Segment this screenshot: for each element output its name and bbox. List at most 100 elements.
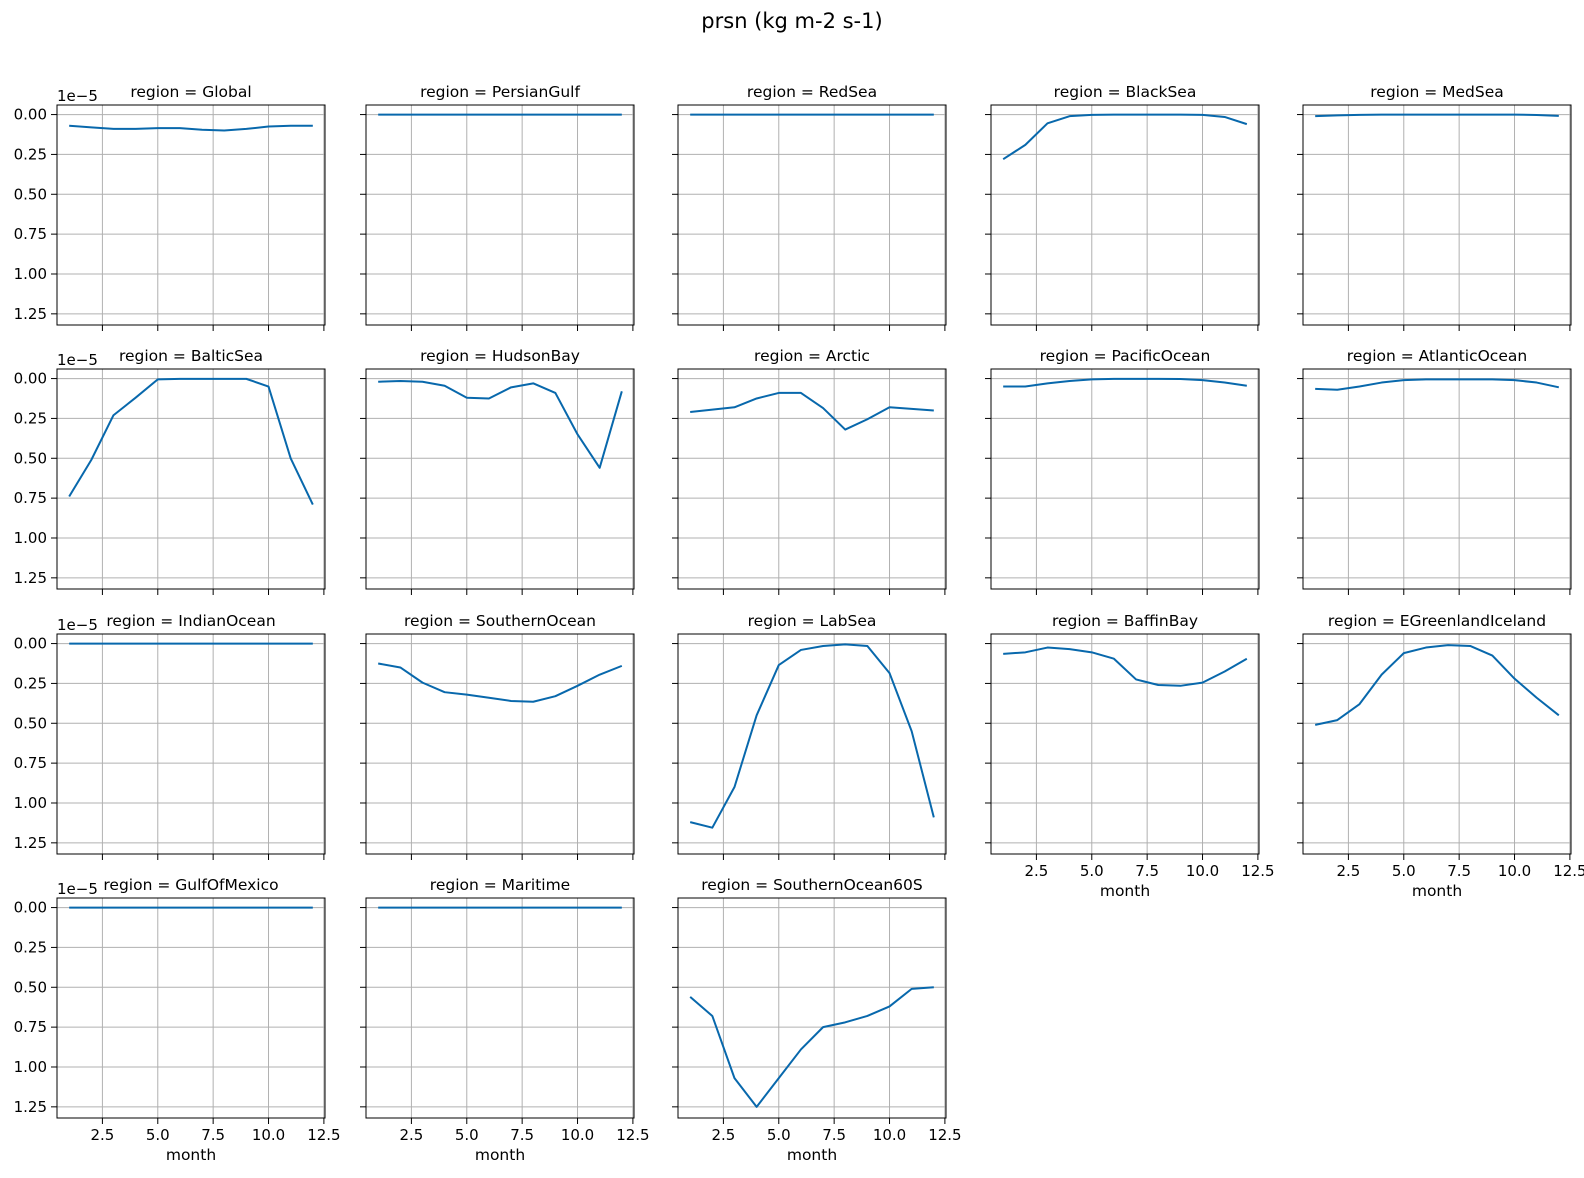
panel-labsea: region = LabSea (672, 612, 947, 860)
ytick-label: 0.75 (14, 1018, 47, 1036)
panel-title: region = HudsonBay (420, 347, 580, 365)
axes-frame (1302, 368, 1572, 590)
xtick-label: 12.5 (616, 1126, 649, 1144)
offset-label: 1e−5 (57, 880, 98, 898)
panel-pacificocean: region = PacificOcean (985, 347, 1260, 595)
axes-frame (56, 368, 326, 590)
xtick-label: 7.5 (201, 1126, 225, 1144)
ytick-label: 0.25 (14, 674, 47, 692)
panel-hudsonbay: region = HudsonBay (360, 347, 635, 595)
axes-frame (365, 897, 635, 1119)
ytick-label: 0.50 (14, 185, 47, 203)
panel-title: region = RedSea (747, 83, 877, 101)
ytick-label: 1.00 (14, 529, 47, 547)
ytick-label: 0.00 (14, 635, 47, 653)
series-line (378, 662, 623, 703)
xtick-label: 2.5 (90, 1126, 114, 1144)
axes-frame (56, 633, 326, 855)
panel-title: region = SouthernOcean (404, 612, 596, 630)
xtick-label: 10.0 (873, 1126, 906, 1144)
panel-title: region = PersianGulf (420, 83, 580, 101)
axes-frame (677, 633, 947, 855)
axes-frame (990, 368, 1260, 590)
ytick-label: 0.25 (14, 409, 47, 427)
ytick-label: 0.75 (14, 225, 47, 243)
ytick-label: 1.25 (14, 305, 47, 323)
offset-label: 1e−5 (57, 87, 98, 105)
facet-grid: 0.00 0.25 0.50 0.75 1.00 1.25 1e−5 region = Glo… (14, 83, 1584, 1164)
series-line (69, 124, 313, 132)
panel-title: region = LabSea (748, 612, 877, 630)
xtick-label: 2.5 (1336, 862, 1360, 880)
xtick-label: 5.0 (146, 1126, 170, 1144)
series-line (378, 379, 623, 469)
axes-frame (1302, 633, 1572, 855)
ytick-label: 1.00 (14, 1058, 47, 1076)
panel-medsea: region = MedSea (1297, 83, 1572, 331)
ytick-label: 1.00 (14, 794, 47, 812)
panel-title: region = MedSea (1370, 83, 1503, 101)
panel-title: region = EGreenlandIceland (1328, 612, 1546, 630)
axes-frame (365, 104, 635, 326)
ytick-label: 0.00 (14, 106, 47, 124)
axes-frame (677, 368, 947, 590)
series-line (1315, 378, 1560, 391)
ytick-label: 0.75 (14, 754, 47, 772)
panel-title: region = BalticSea (119, 347, 263, 365)
panel-title: region = PacificOcean (1040, 347, 1211, 365)
ytick-label: 0.00 (14, 899, 47, 917)
xtick-label: 12.5 (1553, 862, 1584, 880)
panel-title: region = Maritime (430, 876, 570, 894)
series-line (1003, 377, 1247, 388)
panel-balticsea: 0.00 0.25 0.50 0.75 1.00 1.25 1e−5 region = Bal… (14, 347, 326, 595)
panel-title: region = AtlanticOcean (1347, 347, 1527, 365)
xtick-label: 10.0 (252, 1126, 285, 1144)
panel-redsea: region = RedSea (672, 83, 947, 331)
axes-frame (56, 897, 326, 1119)
ytick-label: 1.25 (14, 1098, 47, 1116)
series-line (689, 643, 935, 829)
series-line (1314, 644, 1560, 726)
panel-atlanticocean: region = AtlanticOcean (1297, 347, 1572, 595)
xtick-label: 5.0 (455, 1126, 479, 1144)
offset-label: 1e−5 (57, 616, 98, 634)
xtick-label: 2.5 (711, 1126, 735, 1144)
x-axis-label: month (166, 1146, 216, 1164)
xtick-label: 5.0 (767, 1126, 791, 1144)
panel-title: region = IndianOcean (106, 612, 275, 630)
panel-persiangulf: region = PersianGulf (360, 83, 635, 331)
ytick-label: 1.25 (14, 834, 47, 852)
xtick-label: 5.0 (1080, 862, 1104, 880)
xtick-label: 12.5 (1241, 862, 1274, 880)
ytick-label: 0.50 (14, 449, 47, 467)
xtick-label: 12.5 (307, 1126, 340, 1144)
panel-baffinbay: 2.5 5.0 7.5 10.0 12.5 month region = BaffinBay (985, 612, 1275, 900)
panel-global: 0.00 0.25 0.50 0.75 1.00 1.25 1e−5 region = Glo… (14, 83, 326, 331)
axes-frame (990, 104, 1260, 326)
series-line (1002, 113, 1248, 161)
panel-arctic: region = Arctic (672, 347, 947, 595)
xtick-label: 2.5 (1024, 862, 1048, 880)
axes-frame (365, 633, 635, 855)
panel-title: region = Arctic (754, 347, 870, 365)
panel-title: region = BlackSea (1054, 83, 1197, 101)
ytick-label: 0.25 (14, 145, 47, 163)
panel-title: region = BaffinBay (1052, 612, 1198, 630)
series-line (1315, 113, 1559, 118)
panel-southernocean60s: 2.5 5.0 7.5 10.0 12.5 month region = SouthernO… (672, 876, 962, 1164)
figure-title: prsn (kg m-2 s-1) (701, 9, 882, 33)
ytick-label: 0.50 (14, 714, 47, 732)
xtick-label: 12.5 (928, 1126, 961, 1144)
panel-title: region = Global (130, 83, 251, 101)
ytick-label: 1.25 (14, 569, 47, 587)
xtick-label: 10.0 (561, 1126, 594, 1144)
axes-frame (1302, 104, 1572, 326)
series-line (689, 986, 934, 1108)
xtick-label: 2.5 (399, 1126, 423, 1144)
xtick-label: 7.5 (510, 1126, 534, 1144)
x-axis-label: month (787, 1146, 837, 1164)
ytick-label: 0.25 (14, 938, 47, 956)
series-line (690, 391, 934, 431)
panel-indianocean: 0.00 0.25 0.50 0.75 1.00 1.25 1e−5 region = Ind… (14, 612, 326, 860)
axes-frame (677, 104, 947, 326)
